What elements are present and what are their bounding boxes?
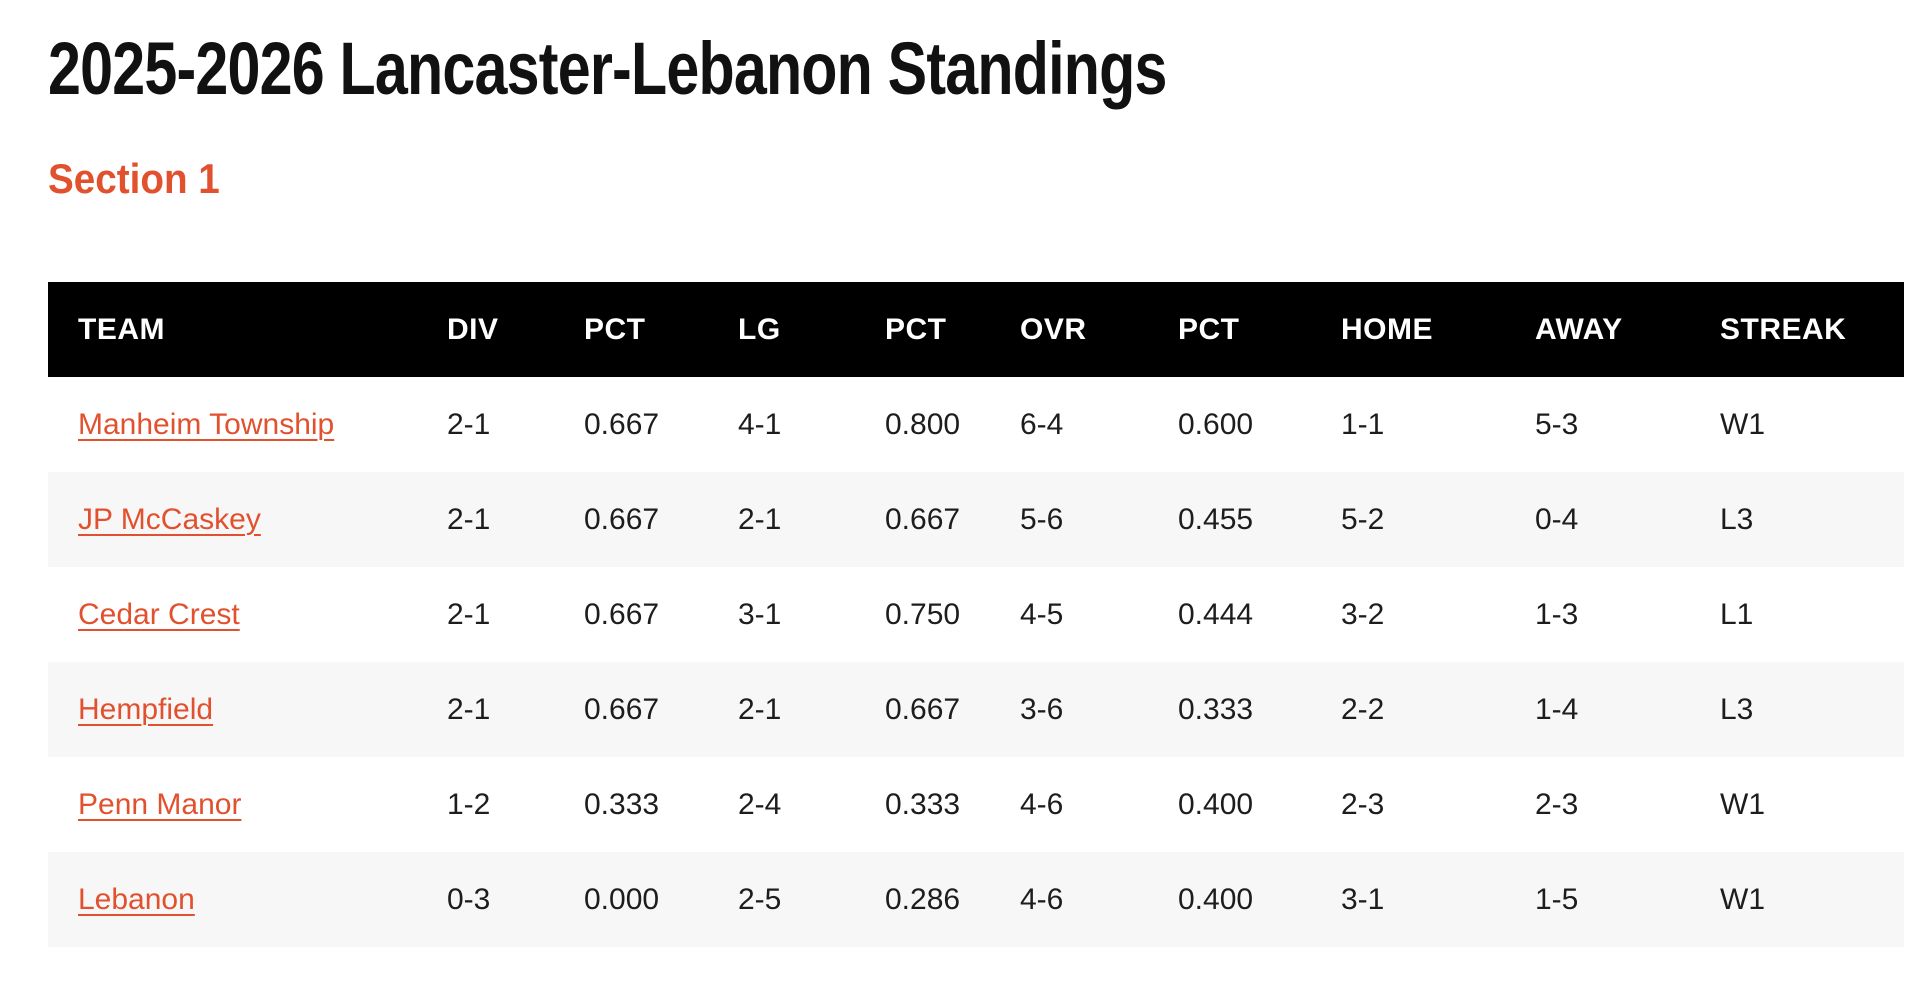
home-record-cell: 3-2 (1341, 597, 1385, 631)
home-record-cell: 2-3 (1341, 787, 1385, 821)
table-row: Cedar Crest 2-1 0.667 3-1 0.750 4-5 0.444 3-2 1… (48, 567, 1904, 662)
team-cell: Penn Manor (48, 757, 447, 852)
div-record-cell: 2-1 (447, 502, 491, 536)
away-record-cell: 5-3 (1535, 407, 1579, 441)
home-record-cell: 2-2 (1341, 692, 1385, 726)
away-record-cell: 1-4 (1535, 692, 1579, 726)
ovr-record-cell: 3-6 (1020, 692, 1064, 726)
ovr-record-cell: 4-6 (1020, 787, 1064, 821)
column-header-streak: STREAK (1720, 282, 1904, 377)
ovr-pct-cell: 0.400 (1178, 787, 1254, 821)
div-record-cell: 2-1 (447, 407, 491, 441)
team-link[interactable]: Manheim Township (78, 407, 335, 441)
standings-table: TEAM DIV PCT LG PCT OVR PCT HOME AWAY ST… (48, 282, 1904, 947)
div-record-cell: 2-1 (447, 692, 491, 726)
column-header-lgpct: PCT (885, 282, 1020, 377)
team-cell: Lebanon (48, 852, 447, 947)
table-row: Hempfield 2-1 0.667 2-1 0.667 3-6 0.333 2-2 1-4… (48, 662, 1904, 757)
ovr-record-cell: 4-6 (1020, 882, 1064, 916)
column-header-ovrpct: PCT (1178, 282, 1341, 377)
content-area: 2025-2026 Lancaster-Lebanon Standings Se… (0, 32, 1932, 947)
header-row: TEAM DIV PCT LG PCT OVR PCT HOME AWAY ST… (48, 282, 1904, 377)
column-header-ovr: OVR (1020, 282, 1178, 377)
lg-pct-cell: 0.667 (885, 692, 961, 726)
column-header-away: AWAY (1535, 282, 1720, 377)
team-link[interactable]: Lebanon (78, 882, 195, 916)
team-cell: Hempfield (48, 662, 447, 757)
team-cell: Cedar Crest (48, 567, 447, 662)
home-record-cell: 5-2 (1341, 502, 1385, 536)
table-row: Penn Manor 1-2 0.333 2-4 0.333 4-6 0.400 2-3 2-… (48, 757, 1904, 852)
lg-record-cell: 3-1 (738, 597, 782, 631)
div-pct-cell: 0.667 (584, 502, 660, 536)
ovr-pct-cell: 0.444 (1178, 597, 1254, 631)
away-record-cell: 1-3 (1535, 597, 1579, 631)
table-row: Lebanon 0-3 0.000 2-5 0.286 4-6 0.400 3-1 1-5 W1 (48, 852, 1904, 947)
away-record-cell: 2-3 (1535, 787, 1579, 821)
column-header-lg: LG (738, 282, 885, 377)
lg-pct-cell: 0.286 (885, 882, 961, 916)
lg-record-cell: 2-5 (738, 882, 782, 916)
ovr-record-cell: 5-6 (1020, 502, 1064, 536)
ovr-pct-cell: 0.333 (1178, 692, 1254, 726)
team-link[interactable]: Hempfield (78, 692, 214, 726)
div-pct-cell: 0.000 (584, 882, 660, 916)
streak-cell: W1 (1720, 787, 1765, 821)
team-link[interactable]: Cedar Crest (78, 597, 240, 631)
table-body: Manheim Township 2-1 0.667 4-1 0.800 6-4 0.60… (48, 377, 1904, 947)
div-pct-cell: 0.667 (584, 692, 660, 726)
lg-pct-cell: 0.667 (885, 502, 961, 536)
column-header-home: HOME (1341, 282, 1535, 377)
streak-cell: L3 (1720, 692, 1754, 726)
away-record-cell: 1-5 (1535, 882, 1579, 916)
div-pct-cell: 0.667 (584, 597, 660, 631)
ovr-pct-cell: 0.455 (1178, 502, 1254, 536)
lg-record-cell: 4-1 (738, 407, 782, 441)
home-record-cell: 3-1 (1341, 882, 1385, 916)
section-heading: Section 1 (48, 155, 220, 202)
lg-pct-cell: 0.800 (885, 407, 961, 441)
column-header-team: TEAM (48, 282, 447, 377)
team-cell: Manheim Township (48, 377, 447, 472)
div-pct-cell: 0.667 (584, 407, 660, 441)
streak-cell: W1 (1720, 882, 1765, 916)
streak-cell: L3 (1720, 502, 1754, 536)
page-title: 2025-2026 Lancaster-Lebanon Standings (48, 27, 1167, 110)
team-cell: JP McCaskey (48, 472, 447, 567)
ovr-pct-cell: 0.400 (1178, 882, 1254, 916)
column-header-div: DIV (447, 282, 584, 377)
ovr-pct-cell: 0.600 (1178, 407, 1254, 441)
team-link[interactable]: Penn Manor (78, 787, 242, 821)
ovr-record-cell: 4-5 (1020, 597, 1064, 631)
table-header: TEAM DIV PCT LG PCT OVR PCT HOME AWAY ST… (48, 282, 1904, 377)
away-record-cell: 0-4 (1535, 502, 1579, 536)
lg-record-cell: 2-1 (738, 502, 782, 536)
table-row: JP McCaskey 2-1 0.667 2-1 0.667 5-6 0.455 5-2 0… (48, 472, 1904, 567)
streak-cell: W1 (1720, 407, 1765, 441)
div-record-cell: 0-3 (447, 882, 491, 916)
ovr-record-cell: 6-4 (1020, 407, 1064, 441)
div-record-cell: 1-2 (447, 787, 491, 821)
lg-pct-cell: 0.750 (885, 597, 961, 631)
div-pct-cell: 0.333 (584, 787, 660, 821)
lg-record-cell: 2-1 (738, 692, 782, 726)
streak-cell: L1 (1720, 597, 1754, 631)
table-row: Manheim Township 2-1 0.667 4-1 0.800 6-4 0.60… (48, 377, 1904, 472)
lg-pct-cell: 0.333 (885, 787, 961, 821)
div-record-cell: 2-1 (447, 597, 491, 631)
team-link[interactable]: JP McCaskey (78, 502, 261, 536)
home-record-cell: 1-1 (1341, 407, 1385, 441)
lg-record-cell: 2-4 (738, 787, 782, 821)
column-header-divpct: PCT (584, 282, 738, 377)
